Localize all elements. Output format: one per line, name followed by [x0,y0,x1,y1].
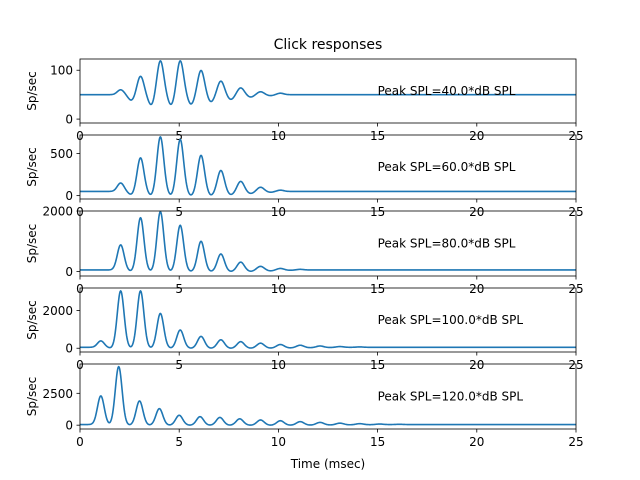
x-tick-label-2-1: 5 [175,205,183,219]
x-tick-label-3-4: 20 [469,282,484,296]
x-tick-label-5-5: 25 [568,435,583,449]
response-curve-1 [80,60,576,106]
response-curve-2 [80,136,576,196]
x-tick-label-3-2: 10 [271,282,286,296]
x-tick-label-5-2: 10 [271,435,286,449]
x-tick-label-4-3: 15 [370,358,385,372]
x-tick-label-2-2: 10 [271,205,286,219]
x-tick-label-3-3: 15 [370,282,385,296]
response-curve-4 [80,290,576,349]
panel-2-frame [79,134,577,200]
y-tick-label-3-1: 2000 [42,205,73,219]
panel-4-frame [79,287,577,353]
x-tick-label-2-4: 20 [469,205,484,219]
x-tick-label-1-3: 15 [370,129,385,143]
peak-spl-annotation-2: Peak SPL=60.0*dB SPL [378,160,516,174]
x-tick-label-5-3: 15 [370,435,385,449]
y-axis-label-4: Sp/sec [25,300,39,340]
x-axis-label: Time (msec) [290,457,365,471]
y-tick-label-4-0: 0 [65,342,73,356]
x-tick-label-2-3: 15 [370,205,385,219]
x-tick-label-1-4: 20 [469,129,484,143]
y-tick-label-5-0: 0 [65,419,73,433]
x-tick-label-5-1: 5 [175,435,183,449]
panel-1-frame [79,58,577,124]
y-tick-label-3-0: 0 [65,265,73,279]
x-tick-label-4-2: 10 [271,358,286,372]
y-tick-label-2-1: 500 [50,147,73,161]
y-tick-label-1-0: 0 [65,113,73,127]
y-tick-label-2-0: 0 [65,189,73,203]
response-curve-3 [80,211,576,272]
response-curve-5 [80,365,576,426]
x-tick-label-1-1: 5 [175,129,183,143]
panel-3-frame [79,210,577,277]
peak-spl-annotation-3: Peak SPL=80.0*dB SPL [378,237,516,251]
y-tick-label-5-1: 2500 [42,387,73,401]
peak-spl-annotation-1: Peak SPL=40.0*dB SPL [378,84,516,98]
chart-title: Click responses [274,37,383,53]
y-axis-label-2: Sp/sec [25,147,39,187]
peak-spl-annotation-5: Peak SPL=120.0*dB SPL [378,390,524,404]
x-tick-label-1-2: 10 [271,129,286,143]
y-tick-label-1-1: 100 [50,64,73,78]
y-tick-label-4-1: 2000 [42,304,73,318]
y-axis-label-3: Sp/sec [25,224,39,264]
x-tick-label-3-1: 5 [175,282,183,296]
x-tick-label-4-1: 5 [175,358,183,372]
x-tick-label-4-4: 20 [469,358,484,372]
panel-5-frame [79,363,577,430]
y-axis-label-5: Sp/sec [25,377,39,417]
peak-spl-annotation-4: Peak SPL=100.0*dB SPL [378,313,524,327]
x-tick-label-5-4: 20 [469,435,484,449]
y-axis-label-1: Sp/sec [25,71,39,111]
x-tick-label-5-0: 0 [76,435,84,449]
